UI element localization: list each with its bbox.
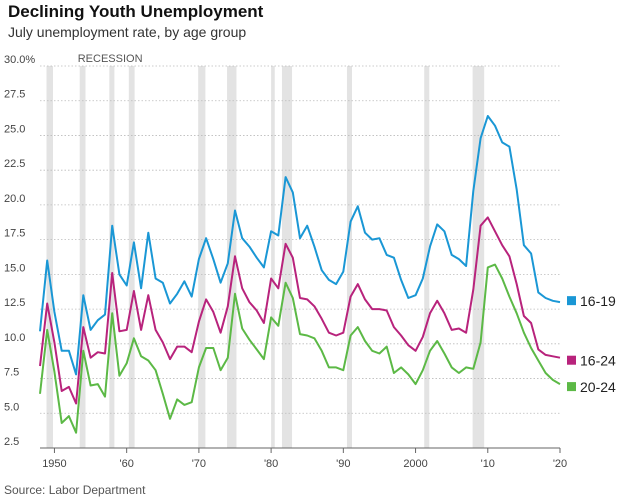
series-line-16-24 bbox=[39, 216, 561, 405]
x-tick-label: 2000 bbox=[403, 458, 427, 470]
legend-swatch-16-24 bbox=[567, 355, 576, 365]
source-note: Source: Labor Department bbox=[4, 483, 146, 497]
legend-swatch-20-24 bbox=[567, 382, 576, 392]
y-tick-label: 15.0 bbox=[4, 262, 25, 274]
legend-label-16-24: 16-24 bbox=[580, 353, 616, 369]
recession-band bbox=[472, 66, 485, 448]
x-tick-label: '70 bbox=[192, 458, 206, 470]
series-line-20-24 bbox=[39, 263, 561, 434]
series-line-16-19 bbox=[39, 115, 561, 376]
x-tick-label: '90 bbox=[336, 458, 350, 470]
y-tick-label: 12.5 bbox=[4, 297, 25, 309]
y-tick-label: 5.0 bbox=[4, 401, 19, 413]
y-tick-label: 10.0 bbox=[4, 332, 25, 344]
x-tick-label: 1950 bbox=[42, 458, 66, 470]
x-tick-label: '60 bbox=[119, 458, 133, 470]
chart-title: Declining Youth Unemployment bbox=[8, 2, 264, 21]
recession-band bbox=[46, 66, 53, 448]
x-tick-label: '20 bbox=[553, 458, 567, 470]
y-tick-label: 20.0 bbox=[4, 193, 25, 205]
y-tick-label: 2.5 bbox=[4, 436, 19, 448]
x-tick-label: '10 bbox=[481, 458, 495, 470]
recession-band bbox=[346, 66, 352, 448]
legend-label-16-19: 16-19 bbox=[580, 293, 616, 309]
recession-band bbox=[271, 66, 275, 448]
recession-band bbox=[198, 66, 206, 448]
legend-swatch-16-19 bbox=[567, 296, 576, 306]
recession-band bbox=[109, 66, 115, 448]
recession-band bbox=[227, 66, 237, 448]
recession-label: RECESSION bbox=[78, 53, 143, 65]
recession-band bbox=[79, 66, 86, 448]
y-tick-label: 22.5 bbox=[4, 158, 25, 170]
y-tick-label: 17.5 bbox=[4, 228, 25, 240]
x-tick-label: '80 bbox=[264, 458, 278, 470]
y-tick-label: 27.5 bbox=[4, 89, 25, 101]
line-chart: RECESSION 30.0% 27.5 25.0 22.5 20.0 17.5 15.0 12… bbox=[4, 53, 616, 470]
y-tick-label: 25.0 bbox=[4, 123, 25, 135]
y-tick-label: 30.0% bbox=[4, 54, 35, 66]
recession-band bbox=[281, 66, 293, 448]
legend-label-20-24: 20-24 bbox=[580, 379, 616, 395]
chart-subtitle: July unemployment rate, by age group bbox=[8, 24, 247, 40]
y-tick-label: 7.5 bbox=[4, 367, 19, 379]
